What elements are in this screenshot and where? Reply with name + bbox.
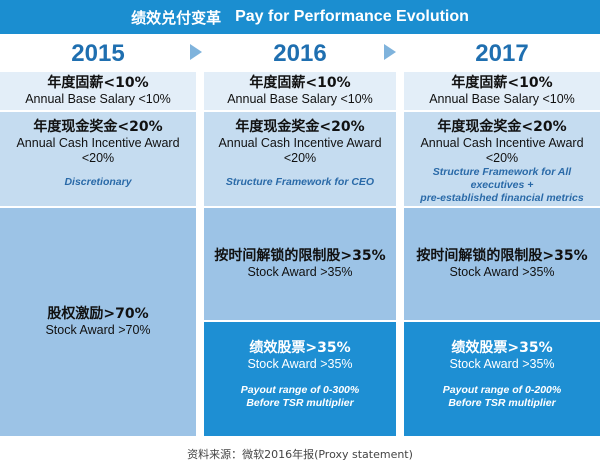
time-based-stock-block: 按时间解锁的限制股>35% Stock Award >35% bbox=[404, 208, 600, 320]
column-2015: 年度固薪<10% Annual Base Salary <10% 年度现金奖金<… bbox=[0, 72, 196, 436]
base-salary-en: Annual Base Salary <10% bbox=[227, 92, 373, 106]
payout-range-note: Payout range of 0-300% bbox=[240, 384, 360, 396]
cash-incentive-note-2: executives + bbox=[470, 179, 534, 191]
cash-incentive-block: 年度现金奖金<20% Annual Cash Incentive Award <… bbox=[404, 112, 600, 206]
cash-incentive-en: Annual Cash Incentive Award bbox=[420, 136, 584, 150]
performance-stock-cn: 绩效股票>35% bbox=[451, 340, 553, 356]
cash-incentive-block: 年度现金奖金<20% Annual Cash Incentive Award <… bbox=[204, 112, 396, 206]
performance-stock-block: 绩效股票>35% Stock Award >35% Payout range o… bbox=[204, 322, 396, 436]
cash-incentive-cn: 年度现金奖金<20% bbox=[235, 119, 365, 135]
cash-incentive-en-pct: <20% bbox=[283, 151, 317, 165]
base-salary-cn: 年度固薪<10% bbox=[47, 75, 149, 91]
right-arrow-icon bbox=[384, 44, 396, 60]
performance-stock-en: Stock Award >35% bbox=[449, 357, 555, 371]
column-2016: 年度固薪<10% Annual Base Salary <10% 年度现金奖金<… bbox=[204, 72, 396, 436]
cash-incentive-en: Annual Cash Incentive Award bbox=[16, 136, 180, 150]
cash-incentive-cn: 年度现金奖金<20% bbox=[33, 119, 163, 135]
source-footnote: 资料来源：微软2016年报(Proxy statement) bbox=[187, 448, 413, 461]
performance-stock-block: 绩效股票>35% Stock Award >35% Payout range o… bbox=[404, 322, 600, 436]
performance-stock-cn: 绩效股票>35% bbox=[249, 340, 351, 356]
tsr-multiplier-note: Before TSR multiplier bbox=[246, 397, 354, 409]
year-header-2017: 2017 bbox=[475, 40, 529, 67]
cash-incentive-cn: 年度现金奖金<20% bbox=[437, 119, 567, 135]
page-title-bar: 绩效兑付变革 Pay for Performance Evolution bbox=[0, 0, 600, 34]
right-arrow-icon bbox=[190, 44, 202, 60]
base-salary-block: 年度固薪<10% Annual Base Salary <10% bbox=[204, 72, 396, 110]
base-salary-block: 年度固薪<10% Annual Base Salary <10% bbox=[0, 72, 196, 110]
base-salary-cn: 年度固薪<10% bbox=[451, 75, 553, 91]
cash-incentive-en-pct: <20% bbox=[81, 151, 115, 165]
cash-incentive-en-pct: <20% bbox=[485, 151, 519, 165]
base-salary-block: 年度固薪<10% Annual Base Salary <10% bbox=[404, 72, 600, 110]
cash-incentive-en: Annual Cash Incentive Award bbox=[218, 136, 382, 150]
year-header-2016: 2016 bbox=[273, 40, 327, 67]
base-salary-en: Annual Base Salary <10% bbox=[429, 92, 575, 106]
time-based-stock-cn: 按时间解锁的限制股>35% bbox=[214, 248, 386, 264]
cash-incentive-block: 年度现金奖金<20% Annual Cash Incentive Award <… bbox=[0, 112, 196, 206]
base-salary-cn: 年度固薪<10% bbox=[249, 75, 351, 91]
stock-award-cn: 股权激励>70% bbox=[47, 306, 149, 322]
stock-award-block: 股权激励>70% Stock Award >70% bbox=[0, 208, 196, 436]
cash-incentive-note-1: Structure Framework for All bbox=[432, 166, 572, 178]
base-salary-en: Annual Base Salary <10% bbox=[25, 92, 171, 106]
cash-incentive-note: Structure Framework for CEO bbox=[225, 176, 375, 188]
time-based-stock-cn: 按时间解锁的限制股>35% bbox=[416, 248, 588, 264]
year-header-2015: 2015 bbox=[71, 40, 125, 67]
cash-incentive-note-3: pre-established financial metrics bbox=[420, 192, 584, 204]
time-based-stock-en: Stock Award >35% bbox=[449, 265, 555, 279]
time-based-stock-en: Stock Award >35% bbox=[247, 265, 353, 279]
column-2017: 年度固薪<10% Annual Base Salary <10% 年度现金奖金<… bbox=[404, 72, 600, 436]
payout-range-note: Payout range of 0-200% bbox=[442, 384, 562, 396]
cash-incentive-note: Discretionary bbox=[64, 176, 132, 188]
page-title-en: Pay for Performance Evolution bbox=[235, 8, 469, 25]
page-title-cn: 绩效兑付变革 bbox=[131, 8, 222, 27]
time-based-stock-block: 按时间解锁的限制股>35% Stock Award >35% bbox=[204, 208, 396, 320]
performance-stock-en: Stock Award >35% bbox=[247, 357, 353, 371]
tsr-multiplier-note: Before TSR multiplier bbox=[448, 397, 556, 409]
stock-award-en: Stock Award >70% bbox=[45, 323, 151, 337]
